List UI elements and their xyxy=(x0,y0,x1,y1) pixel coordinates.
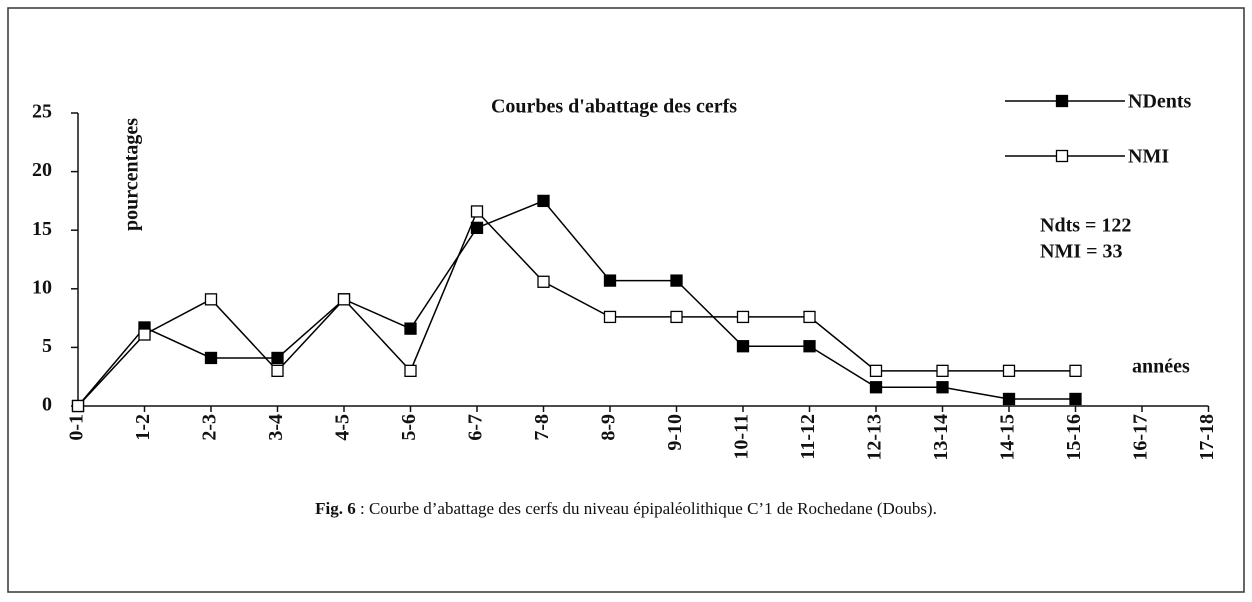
data-point xyxy=(71,399,85,413)
x-tick-label: 15-16 xyxy=(1063,414,1085,461)
y-tick-label: 20 xyxy=(32,159,52,181)
legend-marker xyxy=(1055,94,1069,108)
y-tick-label: 0 xyxy=(42,394,52,416)
x-tick-label: 16-17 xyxy=(1130,414,1152,461)
data-point xyxy=(337,293,351,306)
data-point xyxy=(936,381,949,394)
y-tick-label: 5 xyxy=(42,335,52,357)
x-tick-label: 2-3 xyxy=(199,414,221,441)
data-point xyxy=(603,274,617,287)
data-point xyxy=(1002,364,1016,377)
data-point xyxy=(803,310,816,324)
legend-label: NMI xyxy=(1128,146,1169,168)
y-axis-label: pourcentages xyxy=(121,118,143,231)
x-tick-label: 12-13 xyxy=(864,414,886,461)
data-point xyxy=(470,221,484,235)
y-tick-label: 10 xyxy=(32,276,52,298)
x-tick-label: 14-15 xyxy=(997,414,1019,461)
x-tick-label: 0-1 xyxy=(66,414,88,441)
chart-title: Courbes d'abattage des cerfs xyxy=(491,96,737,118)
data-point xyxy=(271,364,284,377)
x-tick-label: 6-7 xyxy=(465,414,487,441)
x-tick-label: 4-5 xyxy=(332,414,354,441)
x-tick-label: 17-18 xyxy=(1196,414,1218,461)
caption-label: Fig. 6 xyxy=(315,499,356,518)
data-point xyxy=(603,310,617,324)
x-tick-label: 11-12 xyxy=(797,414,819,460)
data-point xyxy=(936,364,949,377)
data-point xyxy=(138,328,151,341)
x-tick-label: 5-6 xyxy=(398,414,420,441)
data-point xyxy=(204,293,218,306)
x-tick-label: 3-4 xyxy=(265,414,287,441)
caption: Fig. 6 : Courbe d’abattage des cerfs du … xyxy=(315,499,937,518)
annotation: Ndts = 122 xyxy=(1040,215,1131,237)
data-point xyxy=(869,381,883,394)
y-tick-label: 25 xyxy=(32,101,52,123)
legend-label: NDents xyxy=(1128,91,1192,113)
x-tick-label: 10-11 xyxy=(731,414,753,460)
data-point xyxy=(537,275,550,288)
annotation: NMI = 33 xyxy=(1040,241,1123,263)
data-point xyxy=(1002,392,1016,406)
data-point xyxy=(204,351,218,365)
data-point xyxy=(670,310,683,324)
data-point xyxy=(404,322,417,335)
series-line xyxy=(77,199,1076,407)
x-tick-label: 1-2 xyxy=(132,414,154,441)
y-tick-label: 15 xyxy=(32,218,52,240)
data-point xyxy=(869,364,883,377)
x-tick-label: 9-10 xyxy=(664,414,686,451)
data-point xyxy=(271,351,284,365)
x-axis-label: années xyxy=(1132,356,1190,378)
data-point xyxy=(803,340,816,353)
x-tick-label: 13-14 xyxy=(930,414,952,461)
data-point xyxy=(1069,392,1082,406)
x-tick-label: 7-8 xyxy=(531,414,553,441)
series-line xyxy=(77,210,1076,407)
data-point xyxy=(537,194,550,208)
caption-text: : Courbe d’abattage des cerfs du niveau … xyxy=(356,499,937,518)
data-point xyxy=(404,364,417,377)
data-point xyxy=(1069,364,1082,377)
data-point xyxy=(736,310,750,324)
frame xyxy=(7,7,1245,593)
data-point xyxy=(670,274,683,287)
data-point xyxy=(470,205,484,218)
x-tick-label: 8-9 xyxy=(598,414,620,441)
legend-marker xyxy=(1055,149,1069,163)
data-point xyxy=(736,340,750,353)
